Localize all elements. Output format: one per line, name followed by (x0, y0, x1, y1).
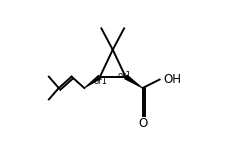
Text: or1: or1 (118, 71, 132, 80)
Polygon shape (124, 74, 143, 88)
Text: or1: or1 (94, 77, 108, 86)
Text: OH: OH (164, 73, 182, 86)
Text: O: O (138, 117, 147, 130)
Polygon shape (84, 75, 102, 88)
